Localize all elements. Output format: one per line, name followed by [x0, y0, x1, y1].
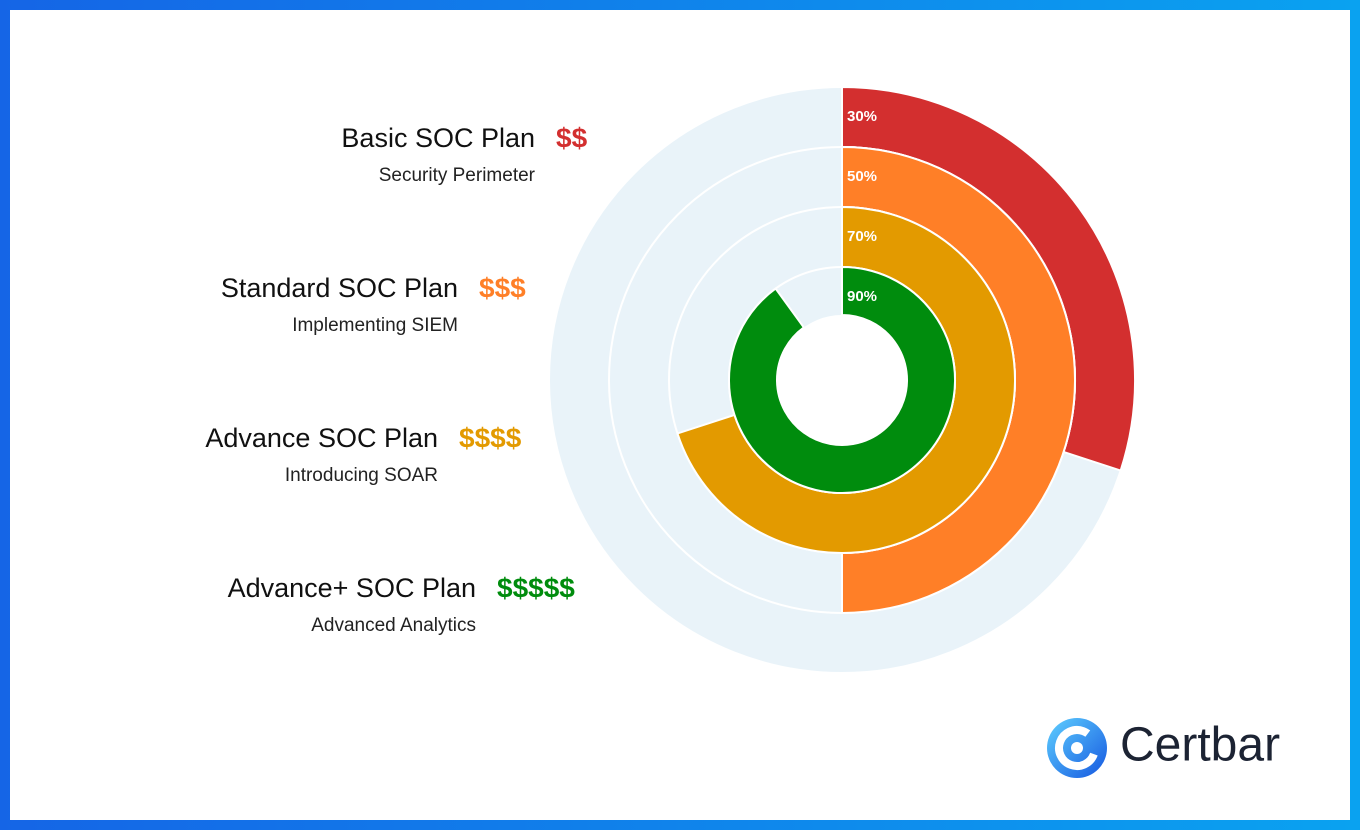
plan-price: $$	[556, 122, 588, 153]
value-label: 90%	[847, 288, 877, 305]
plan-name: Advance+ SOC Plan	[228, 573, 476, 603]
value-label: 50%	[847, 168, 877, 185]
plan-name: Standard SOC Plan	[221, 273, 458, 303]
plan-subtitle: Security Perimeter	[379, 165, 536, 186]
plan-subtitle: Introducing SOAR	[285, 465, 438, 486]
plan-subtitle: Advanced Analytics	[311, 615, 476, 636]
value-label: 30%	[847, 108, 877, 125]
logo: Certbar	[1047, 718, 1280, 778]
plan-price: $$$$	[459, 422, 522, 453]
logo-icon-inner	[1055, 726, 1099, 770]
logo-dot	[1071, 742, 1083, 754]
labels: Basic SOC Plan $$ Security Perimeter Standa…	[205, 122, 587, 636]
value-label: 70%	[847, 228, 877, 245]
plan-subtitle: Implementing SIEM	[292, 315, 458, 336]
center	[777, 315, 907, 445]
plan-price: $$$$$	[497, 572, 575, 603]
plan-name: Basic SOC Plan	[341, 123, 535, 153]
rings: 30% 50% 70% 90%	[548, 85, 1136, 674]
plan-name: Advance SOC Plan	[205, 423, 438, 453]
plan-price: $$$	[479, 272, 526, 303]
logo-text: Certbar	[1120, 719, 1280, 772]
